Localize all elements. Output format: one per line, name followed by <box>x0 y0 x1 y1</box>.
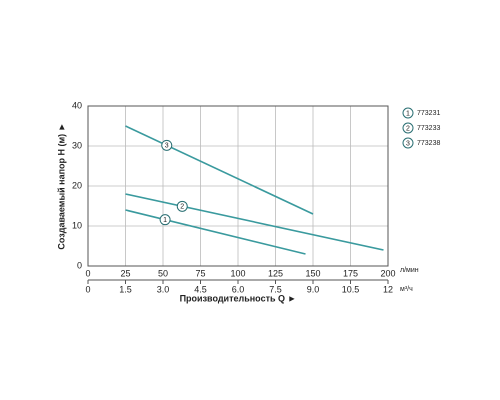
x-tick-label: 50 <box>158 268 168 278</box>
legend-label: 773238 <box>417 140 440 147</box>
x2-tick-label: 9.0 <box>307 284 320 294</box>
line-marker-label: 2 <box>180 204 184 211</box>
x-tick-label: 175 <box>343 268 358 278</box>
line-marker-label: 3 <box>165 143 169 150</box>
x-axis-label: Производительность Q ► <box>180 293 297 303</box>
legend-circle <box>402 107 414 119</box>
y-tick-label: 30 <box>72 140 82 150</box>
series-line <box>125 209 306 255</box>
legend-circle <box>402 137 414 149</box>
plot-frame <box>87 105 389 267</box>
legend-circle <box>402 122 414 134</box>
series-line <box>125 125 314 215</box>
x-unit: л/мин <box>400 267 419 274</box>
x-tick-label: 100 <box>230 268 245 278</box>
x2-tick-label: 10.5 <box>342 284 360 294</box>
y-tick-label: 40 <box>72 100 82 110</box>
y-tick-label: 20 <box>72 180 82 190</box>
y-tick-label: 10 <box>72 220 82 230</box>
x2-unit: м³/ч <box>400 286 413 293</box>
x2-tick-label: 4.5 <box>194 284 207 294</box>
legend-marker: 1 <box>406 110 410 117</box>
series-line <box>125 193 384 251</box>
line-marker-circle <box>176 200 188 212</box>
x2-tick-label: 7.5 <box>269 284 282 294</box>
y-axis-label: Создаваемый напор H (м) ► <box>56 122 66 249</box>
legend-label: 773231 <box>417 110 440 117</box>
x-tick-label: 25 <box>120 268 130 278</box>
line-marker-label: 1 <box>163 217 167 224</box>
line-marker-circle <box>159 214 171 226</box>
x2-tick-label: 1.5 <box>119 284 132 294</box>
legend-label: 773233 <box>417 125 440 132</box>
x-tick-label: 150 <box>305 268 320 278</box>
legend-marker: 2 <box>406 125 410 132</box>
line-marker-circle <box>161 139 173 151</box>
x2-tick-label: 12 <box>383 284 393 294</box>
x-tick-label: 75 <box>195 268 205 278</box>
x-tick-label: 200 <box>380 268 395 278</box>
x2-tick-label: 0 <box>85 284 90 294</box>
x2-tick-label: 6.0 <box>232 284 245 294</box>
legend-marker: 3 <box>406 140 410 147</box>
y-tick-label: 0 <box>77 260 82 270</box>
x2-tick-label: 3.0 <box>157 284 170 294</box>
x-tick-label: 125 <box>268 268 283 278</box>
x-tick-label: 0 <box>85 268 90 278</box>
